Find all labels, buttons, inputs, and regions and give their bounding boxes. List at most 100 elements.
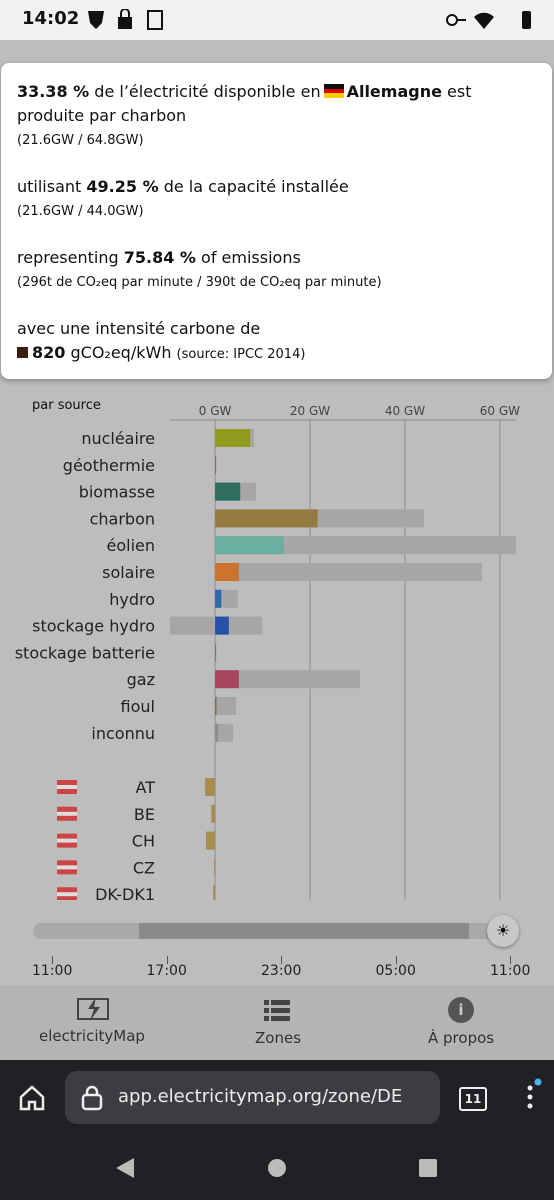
url: app.electricitymap.org/zone/DE <box>118 1086 403 1107</box>
flag-stripe <box>57 838 77 843</box>
emissions-text-end: of emissions <box>195 248 301 267</box>
timeline-tick <box>281 956 282 964</box>
exchange-bar <box>205 778 216 796</box>
timeline-range <box>139 923 469 939</box>
nav-electricitymap[interactable]: electricityMap <box>39 1027 145 1045</box>
x-tick-label: 0 GW <box>199 404 232 418</box>
share-text: de l’électricité disponible en <box>89 82 321 101</box>
capacity-text-end: de la capacité installée <box>158 177 349 196</box>
emissions-value: 75.84 % <box>123 248 196 267</box>
exchange-label: DK-DK1 <box>95 885 155 900</box>
category-label: charbon <box>90 509 155 528</box>
flag-stripe <box>57 865 77 870</box>
timeline-tick-label: 11:00 <box>490 963 531 979</box>
category-label: stockage hydro <box>32 617 155 636</box>
category-label: nucléaire <box>81 429 155 448</box>
production-bar <box>215 589 222 608</box>
category-label: biomasse <box>79 483 155 502</box>
tab-count[interactable]: 11 <box>459 1087 487 1111</box>
android-nav <box>116 1158 437 1178</box>
exchange-label: AT <box>136 778 156 797</box>
production-chart: par source 0 GW 20 GW 40 GW 60 GW nucléaire g… <box>15 398 520 900</box>
timeline-tick-label: 11:00 <box>32 963 73 979</box>
production-bar <box>215 455 217 474</box>
category-label: hydro <box>109 590 155 609</box>
browser-bar: app.electricitymap.org/zone/DE 11 <box>0 1060 554 1200</box>
category-label: stockage batterie <box>15 643 155 662</box>
menu-button[interactable] <box>520 1078 550 1114</box>
timeline-tick <box>395 956 397 964</box>
lock-icon <box>81 1085 103 1111</box>
production-bar <box>215 563 239 581</box>
exchange-label: CZ <box>133 858 155 877</box>
capacity-bar <box>215 670 360 689</box>
timeline: ☀ 11:00 17:00 23:00 05:00 11:00 <box>0 900 554 985</box>
capacity-bar <box>215 563 482 581</box>
nav-about[interactable]: À propos <box>428 1029 495 1047</box>
flag-stripe <box>57 892 77 897</box>
bottom-nav: electricityMap Zones i À propos <box>0 985 554 1060</box>
intensity-swatch <box>17 347 28 358</box>
x-tick-label: 40 GW <box>385 404 425 418</box>
url-field[interactable]: app.electricitymap.org/zone/DE <box>65 1071 440 1124</box>
flag-stripe <box>57 785 77 789</box>
about-icon: i <box>448 997 474 1023</box>
exchange-label: BE <box>134 805 155 824</box>
tooltip: 33.38 % de l’électricité disponible en Al… <box>1 63 552 379</box>
logo-icon <box>77 997 109 1021</box>
status-icons <box>88 9 163 30</box>
intensity-text: avec une intensité carbone de <box>17 319 261 338</box>
production-bar <box>215 429 251 447</box>
emissions-text: representing <box>17 248 124 267</box>
timeline-handle[interactable]: ☀ <box>487 915 519 947</box>
flag-de <box>323 84 344 98</box>
category-label: géothermie <box>63 456 155 475</box>
status-bar: 14:02 <box>0 0 554 40</box>
x-tick-label: 20 GW <box>290 404 330 418</box>
category-label: solaire <box>102 563 155 582</box>
timeline-tick <box>52 956 53 964</box>
exchange-bar <box>211 804 216 823</box>
capacity-text: utilisant <box>17 177 87 196</box>
production-bar <box>215 670 239 689</box>
category-label: fioul <box>121 697 155 716</box>
exchange-label: CH <box>132 832 155 851</box>
capacity-value: 49.25 % <box>86 177 159 196</box>
category-label: inconnu <box>91 724 155 743</box>
exchange-bar <box>213 885 216 900</box>
home-button[interactable] <box>18 1084 46 1112</box>
timeline-tick-label: 05:00 <box>375 963 416 979</box>
timeline-tick <box>510 956 511 964</box>
intensity-source: (source: IPCC 2014) <box>176 347 306 362</box>
production-bar <box>215 643 217 662</box>
timeline-tick-label: 17:00 <box>146 963 187 979</box>
exchange-bar <box>206 831 216 850</box>
x-tick-label: 60 GW <box>480 404 520 418</box>
capacity-bar <box>215 697 236 715</box>
production-bar <box>215 616 229 635</box>
capacity-bar <box>215 536 516 555</box>
category-label: éolien <box>106 536 155 555</box>
timeline-tick-label: 23:00 <box>261 963 302 979</box>
production-bar <box>215 697 217 715</box>
production-bar <box>215 509 318 528</box>
clock: 14:02 <box>22 8 80 29</box>
flag-stripe <box>57 811 77 816</box>
production-bar <box>215 723 218 742</box>
capacity-bar <box>215 723 234 742</box>
category-label: gaz <box>127 670 155 689</box>
intensity-value: 820 <box>32 343 66 362</box>
capacity-detail: (21.6GW / 44.0GW) <box>17 204 144 219</box>
exchange-bar <box>214 858 216 877</box>
intensity-unit: gCO₂eq/kWh <box>70 343 172 362</box>
share-detail: (21.6GW / 64.8GW) <box>17 133 144 148</box>
system-icons <box>446 11 531 29</box>
emissions-detail: (296t de CO₂eq par minute / 390t de CO₂e… <box>17 275 382 290</box>
zone-name: Allemagne <box>346 82 442 101</box>
share-text-end: est produite par charbon <box>17 82 472 125</box>
chart-title: par source <box>32 398 101 413</box>
share-value: 33.38 % <box>17 82 90 101</box>
zones-icon <box>264 1000 290 1021</box>
production-bar <box>215 482 241 501</box>
nav-zones[interactable]: Zones <box>255 1029 302 1047</box>
